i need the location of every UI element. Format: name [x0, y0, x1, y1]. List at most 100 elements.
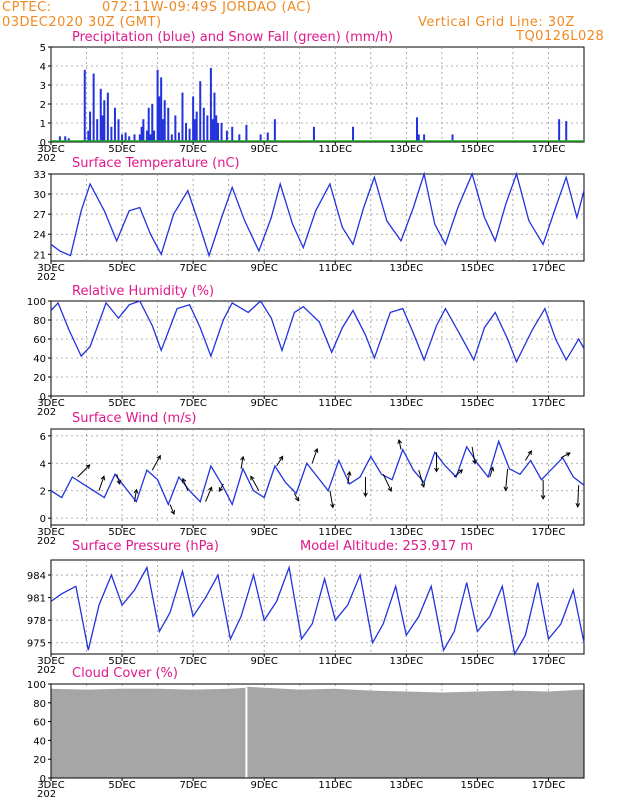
precip-ytick-label: 4 — [40, 62, 46, 73]
precip-bar — [213, 92, 216, 142]
precip-bar — [238, 134, 241, 142]
wind-arrow — [577, 485, 580, 507]
wind-arrowhead — [250, 475, 255, 481]
cloud-xtick-label: 15DEC — [461, 780, 495, 791]
precip-bar — [58, 136, 61, 142]
pres-xtick-label: 11DEC — [318, 656, 352, 667]
wind-arrow — [471, 446, 476, 464]
precip-xtick-label: 3DEC — [37, 144, 64, 155]
pres-frame — [50, 559, 585, 655]
rh-ytick-label: 60 — [33, 335, 46, 346]
wind-arrow — [524, 450, 532, 461]
precip-bar — [161, 119, 164, 142]
wind-ytick-label: 0 — [40, 514, 46, 525]
precip-bar — [160, 77, 163, 142]
precip-xtick-label: 13DEC — [389, 144, 423, 155]
wind-arrowhead — [208, 486, 213, 492]
precip-ytick-label: 5 — [40, 43, 46, 54]
wind-arrow — [134, 489, 137, 502]
pres-title: Surface Pressure (hPa) — [72, 539, 219, 554]
precip-bar — [92, 73, 95, 142]
wind-arrowhead — [565, 452, 571, 457]
pres-xtick-label: 5DEC — [108, 656, 135, 667]
wind-arrowhead — [420, 482, 426, 488]
temp-xtick-label: 13DEC — [389, 263, 423, 274]
wind-arrow — [218, 483, 224, 492]
precip-bar — [215, 115, 218, 142]
wind-xtick-label: 9DEC — [251, 527, 278, 538]
precip-bar — [124, 132, 127, 142]
precip-bar — [245, 124, 248, 142]
precip-xtick-label: 7DEC — [179, 144, 206, 155]
wind-arrowhead — [294, 496, 299, 502]
wind-arrow — [182, 478, 189, 491]
wind-arrowhead — [397, 438, 402, 444]
rh-series-line — [50, 299, 585, 364]
precip-bar — [170, 134, 173, 142]
cloud-xtick-label: 3DEC — [37, 780, 64, 791]
location-label: 072:11W-09:49S JORDAO (AC) — [102, 0, 312, 15]
temp-title: Surface Temperature (nC) — [72, 156, 240, 171]
precip-bar — [231, 126, 234, 142]
pres-xtick-label: 7DEC — [179, 656, 206, 667]
wind-arrow — [311, 448, 318, 464]
precip-bar — [209, 67, 212, 142]
wind-arrowhead — [527, 449, 532, 455]
rh-ytick-label: 20 — [33, 373, 46, 384]
precip-bar — [83, 69, 86, 142]
precip-bar — [151, 104, 154, 142]
precip-bar — [117, 119, 120, 142]
wind-arrowhead — [489, 466, 495, 472]
temp-xtick-label: 7DEC — [179, 263, 206, 274]
wind-arrowhead — [540, 495, 546, 500]
precip-bar — [140, 126, 143, 142]
precip-bar — [133, 134, 136, 142]
cloud-ytick-label: 80 — [33, 699, 46, 710]
pres-ytick-label: 984 — [27, 571, 46, 582]
wind-xtick-label: 17DEC — [532, 527, 566, 538]
precip-bar — [121, 134, 124, 142]
precip-bar — [225, 130, 228, 142]
cloud-ytick-label: 20 — [33, 755, 46, 766]
wind-arrowhead — [156, 454, 161, 460]
precip-bar — [193, 119, 196, 142]
pres-xtick-label: 9DEC — [251, 656, 278, 667]
precip-year-stub: 202 — [37, 153, 56, 164]
pres-subtitle: Model Altitude: 253.917 m — [300, 539, 473, 554]
precip-bar — [110, 126, 113, 142]
rh-xtick-label: 15DEC — [461, 398, 495, 409]
wind-title: Surface Wind (m/s) — [72, 411, 196, 426]
pres-xtick-label: 13DEC — [389, 656, 423, 667]
wind-arrowhead — [218, 487, 223, 493]
precip-bar — [423, 134, 426, 142]
precip-bar — [103, 100, 106, 142]
wind-arrowhead — [278, 455, 284, 461]
cloud-xtick-label: 11DEC — [318, 780, 352, 791]
precip-bar — [312, 126, 315, 142]
rh-xtick-label: 17DEC — [532, 398, 566, 409]
wind-ytick-label: 2 — [40, 487, 46, 498]
precip-bar — [352, 126, 355, 142]
rh-xtick-label: 9DEC — [251, 398, 278, 409]
wind-arrowhead — [116, 479, 121, 485]
wind-arrowhead — [458, 469, 464, 474]
rh-year-stub: 202 — [37, 407, 56, 418]
precip-bar — [163, 100, 166, 142]
precip-bar — [153, 130, 156, 142]
precip-ytick-label: 1 — [40, 119, 46, 130]
wind-xtick-label: 7DEC — [179, 527, 206, 538]
pres-xtick-label: 17DEC — [532, 656, 566, 667]
precip-ytick-label: 0 — [40, 138, 46, 149]
wind-arrow — [560, 452, 571, 459]
wind-arrowhead — [472, 459, 477, 465]
cloud-year-stub: 202 — [37, 789, 56, 800]
rh-xtick-label: 5DEC — [108, 398, 135, 409]
temp-xtick-label: 3DEC — [37, 263, 64, 274]
cloud-xtick-label: 17DEC — [532, 780, 566, 791]
wind-xtick-label: 3DEC — [37, 527, 64, 538]
wind-arrow — [347, 471, 351, 484]
precip-bar — [106, 92, 109, 142]
precip-bar — [147, 107, 150, 142]
wind-arrow — [116, 474, 121, 485]
